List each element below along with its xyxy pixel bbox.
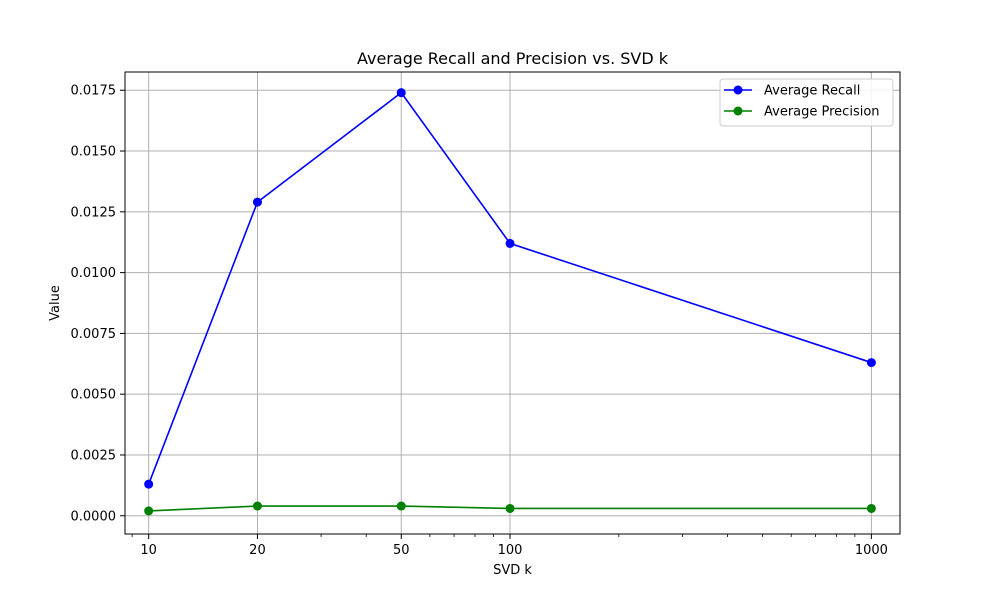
x-tick-label: 100: [498, 543, 523, 558]
series-average-recall: [144, 88, 876, 489]
data-point: [866, 358, 876, 368]
data-point: [144, 506, 154, 516]
series-layer: [144, 88, 876, 516]
y-tick-label: 0.0125: [71, 205, 117, 220]
data-point: [396, 88, 406, 98]
data-point: [396, 501, 406, 511]
data-point: [252, 501, 262, 511]
legend-label: Average Precision: [764, 105, 880, 120]
x-axis-ticks: 10 20 50 100 1000: [140, 534, 888, 558]
x-tick-label: 20: [249, 543, 266, 558]
plot-frame: [124, 71, 901, 535]
data-point: [866, 503, 876, 513]
data-point: [144, 479, 154, 489]
y-tick-label: 0.0025: [71, 448, 117, 463]
legend-box: [719, 78, 894, 127]
legend: Average Recall Average Precision: [719, 78, 894, 127]
data-point: [252, 197, 262, 207]
x-axis-title: SVD k: [493, 563, 532, 578]
legend-entry: Average Recall: [724, 84, 860, 99]
y-tick-label: 0.0100: [71, 266, 117, 281]
data-point: [505, 503, 515, 513]
y-axis-ticks: 0.0000 0.0025 0.0050 0.0075 0.0100 0.0125 0.01…: [71, 84, 125, 524]
y-tick-label: 0.0175: [71, 84, 117, 99]
x-tick-label: 10: [140, 543, 157, 558]
legend-label: Average Recall: [764, 84, 860, 99]
x-tick-label: 1000: [855, 543, 888, 558]
legend-marker: [733, 106, 743, 116]
y-axis-title: Value: [48, 285, 63, 321]
y-tick-label: 0.0075: [71, 327, 117, 342]
series-average-precision: [144, 501, 876, 516]
grid-lines: [125, 72, 900, 534]
y-tick-label: 0.0150: [71, 145, 117, 160]
y-tick-label: 0.0000: [71, 509, 117, 524]
y-tick-label: 0.0050: [71, 388, 117, 403]
data-point: [505, 238, 515, 248]
legend-entry: Average Precision: [724, 105, 880, 120]
chart-title: Average Recall and Precision vs. SVD k: [357, 49, 669, 68]
legend-marker: [733, 85, 743, 95]
x-tick-label: 50: [393, 543, 410, 558]
